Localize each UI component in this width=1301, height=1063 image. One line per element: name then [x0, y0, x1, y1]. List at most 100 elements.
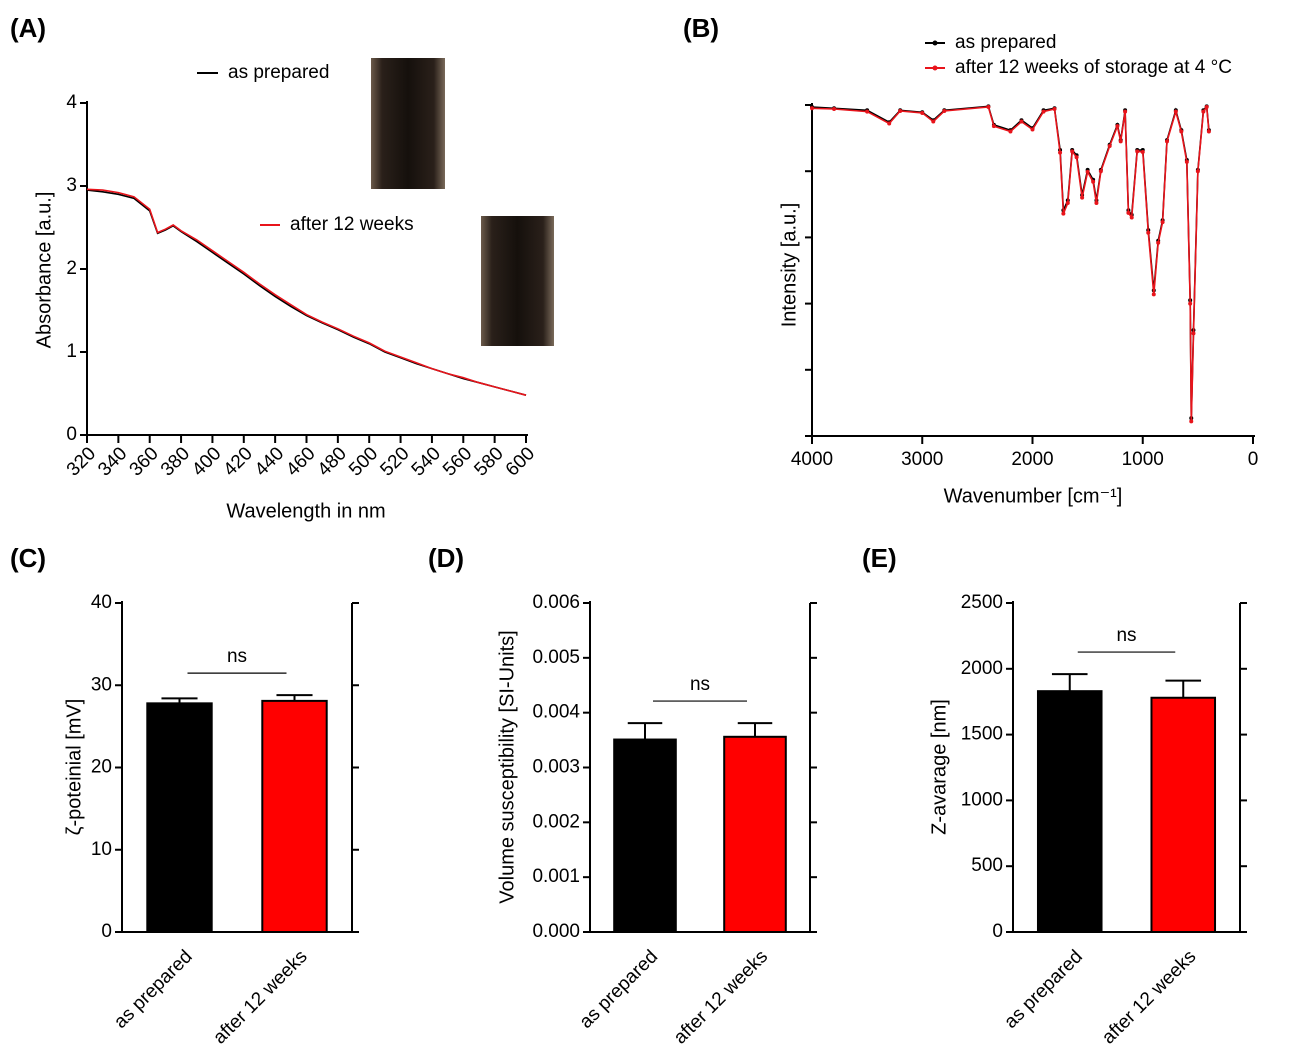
y-tick-label: 0	[992, 921, 1003, 942]
data-point	[1188, 301, 1193, 306]
x-tick-label: 440	[251, 443, 288, 480]
x-tick-label: 0	[1248, 449, 1259, 470]
data-point	[1184, 159, 1189, 164]
data-point	[1173, 109, 1178, 114]
data-point	[1206, 129, 1211, 134]
y-axis-title: Z-avarage [nm]	[928, 699, 950, 835]
data-point	[931, 119, 936, 124]
data-point	[1201, 109, 1206, 114]
x-tick-label: 560	[439, 443, 476, 480]
panel-label: (D)	[428, 543, 464, 573]
data-point	[1126, 210, 1131, 215]
sample-photo	[371, 58, 445, 189]
data-point	[865, 109, 870, 114]
y-tick-label: 1000	[961, 789, 1003, 810]
y-tick-label: 0.003	[532, 757, 580, 778]
x-tick-label: 460	[282, 443, 319, 480]
y-tick-label: 0.001	[532, 866, 580, 887]
legend-label: after 12 weeks	[290, 214, 414, 235]
x-tick-label: 600	[502, 443, 539, 480]
data-point	[810, 106, 814, 111]
y-tick-label: 0.006	[532, 592, 580, 613]
x-tick-label: 320	[63, 443, 100, 480]
data-point	[1146, 230, 1151, 235]
significance-label: ns	[227, 646, 247, 667]
data-point	[832, 106, 837, 111]
legend-label: as prepared	[955, 32, 1056, 53]
data-point	[1074, 155, 1079, 160]
bar	[146, 702, 213, 933]
data-point	[887, 121, 892, 126]
x-tick-label: 380	[157, 443, 194, 480]
y-tick-label: 4	[66, 92, 77, 113]
data-point	[1151, 292, 1156, 297]
panel-label: (A)	[10, 13, 46, 43]
y-tick-label: 3	[66, 175, 77, 196]
data-point	[1115, 124, 1120, 129]
legend-label: after 12 weeks of storage at 4 °C	[955, 57, 1232, 78]
y-tick-label: 0	[101, 921, 112, 942]
data-point	[1065, 200, 1070, 205]
bar	[723, 735, 787, 933]
data-point	[1129, 215, 1134, 220]
bar	[261, 699, 328, 933]
x-tick-label: 1000	[1122, 449, 1164, 470]
x-tick-label: as prepared	[576, 946, 663, 1033]
x-tick-label: 3000	[901, 449, 943, 470]
data-point	[1019, 119, 1024, 124]
x-tick-label: 480	[314, 443, 351, 480]
x-axis-title: Wavelength in nm	[226, 500, 385, 522]
data-point	[1118, 139, 1123, 144]
data-point	[1091, 179, 1096, 184]
panel-label: (E)	[862, 543, 897, 573]
data-line	[86, 188, 527, 396]
data-line	[811, 104, 1210, 422]
data-point	[1030, 127, 1035, 132]
x-tick-label: 340	[94, 443, 131, 480]
data-point	[1156, 240, 1161, 245]
x-tick-label: 400	[188, 443, 225, 480]
x-tick-label: as prepared	[1000, 946, 1087, 1033]
y-tick-label: 40	[91, 592, 112, 613]
data-point	[1041, 109, 1046, 114]
y-tick-label: 30	[91, 674, 112, 695]
x-tick-label: after 12 weeks	[670, 946, 772, 1048]
data-point	[1061, 211, 1066, 216]
data-point	[1070, 149, 1075, 154]
panel-label: (B)	[683, 13, 719, 43]
data-point	[1204, 104, 1209, 109]
data-point	[898, 108, 903, 113]
data-point	[1058, 150, 1063, 155]
y-axis-title: Absorbance [a.u.]	[33, 192, 55, 349]
data-point	[1094, 200, 1099, 205]
data-point	[1191, 331, 1196, 336]
y-tick-label: 0.004	[532, 702, 580, 723]
sample-photo	[481, 216, 554, 346]
y-tick-label: 0.005	[532, 647, 580, 668]
legend-marker	[932, 65, 938, 71]
data-point	[1135, 149, 1140, 154]
y-tick-label: 0.002	[532, 811, 580, 832]
y-tick-label: 1500	[961, 724, 1003, 745]
y-tick-label: 2000	[961, 658, 1003, 679]
y-tick-label: 2500	[961, 592, 1003, 613]
data-point	[920, 110, 925, 115]
y-tick-label: 20	[91, 757, 112, 778]
data-point	[1052, 106, 1057, 111]
x-tick-label: 540	[408, 443, 445, 480]
significance-label: ns	[1116, 625, 1136, 646]
y-axis-title: Volume susceptibility [SI-Units]	[496, 630, 518, 903]
data-point	[1107, 144, 1112, 149]
data-point	[942, 108, 947, 113]
data-point	[986, 104, 991, 109]
y-tick-label: 2	[66, 258, 77, 279]
y-axis-title: Intensity [a.u.]	[778, 203, 800, 328]
data-point	[1165, 139, 1170, 144]
data-point	[1195, 169, 1200, 174]
x-tick-label: 580	[470, 443, 507, 480]
y-tick-label: 1	[66, 341, 77, 362]
data-point	[1098, 169, 1103, 174]
data-point	[1085, 169, 1090, 174]
data-point	[1080, 195, 1085, 200]
